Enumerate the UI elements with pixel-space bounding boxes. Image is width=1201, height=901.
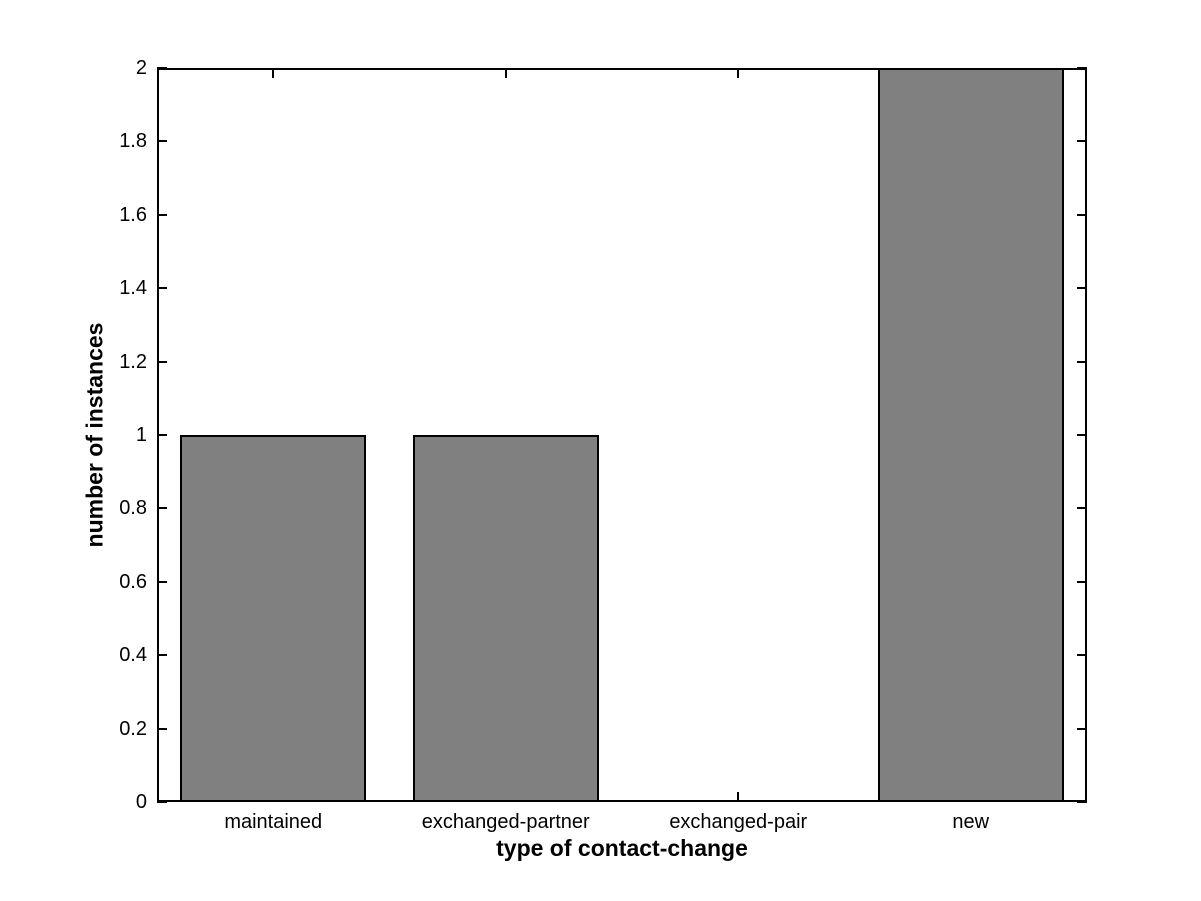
axis-tick-mark [1077, 214, 1087, 216]
axis-tick-mark [1077, 287, 1087, 289]
axis-tick-mark [157, 361, 167, 363]
axis-tick-mark [157, 581, 167, 583]
axis-tick-mark [1077, 361, 1087, 363]
axis-tick-mark [737, 68, 740, 78]
y-tick-label: 0 [135, 791, 147, 813]
y-tick-label: 2 [135, 57, 147, 79]
axis-tick-mark [1077, 801, 1087, 803]
x-tick-label: maintained [224, 811, 323, 833]
x-tick-label: exchanged-partner [421, 811, 590, 833]
axis-tick-mark [157, 434, 167, 436]
axis-tick-mark [737, 792, 740, 802]
y-tick-label: 1.4 [119, 277, 147, 299]
axis-tick-mark [504, 68, 507, 78]
axis-tick-mark [157, 140, 167, 142]
axis-tick-mark [157, 214, 167, 216]
y-tick-label: 0.8 [119, 497, 147, 519]
plot-area [157, 67, 1087, 803]
axis-tick-mark [1077, 434, 1087, 436]
bar-new [878, 68, 1064, 802]
x-axis-label: type of contact-change [496, 835, 748, 861]
y-tick-label: 1 [135, 424, 147, 446]
axis-tick-mark [1077, 140, 1087, 142]
axis-tick-mark [157, 507, 167, 509]
axis-tick-mark [1077, 507, 1087, 509]
axis-tick-mark [157, 67, 167, 69]
x-tick-label: exchanged-pair [669, 811, 808, 833]
y-tick-label: 1.2 [119, 351, 147, 373]
bar-maintained [180, 435, 366, 802]
y-tick-label: 0.2 [119, 718, 147, 740]
axis-tick-mark [1077, 67, 1087, 69]
y-tick-label: 0.6 [119, 571, 147, 593]
bar-exchanged-partner [413, 435, 599, 802]
axis-tick-mark [1077, 654, 1087, 656]
axis-tick-mark [157, 801, 167, 803]
y-tick-label: 0.4 [119, 644, 147, 666]
axis-tick-mark [272, 68, 275, 78]
axis-tick-mark [157, 287, 167, 289]
y-tick-label: 1.8 [119, 130, 147, 152]
axis-tick-mark [157, 728, 167, 730]
x-tick-label: new [952, 811, 990, 833]
axis-tick-mark [157, 654, 167, 656]
axis-tick-mark [1077, 728, 1087, 730]
y-tick-label: 1.6 [119, 204, 147, 226]
axis-tick-mark [1077, 581, 1087, 583]
